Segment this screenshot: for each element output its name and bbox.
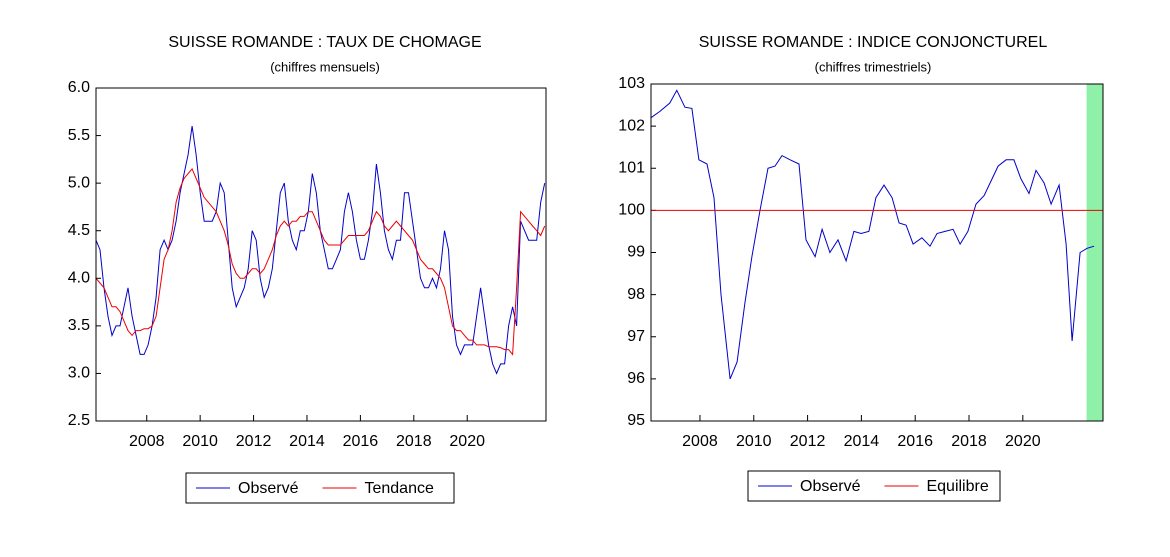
x-tick-label: 2012 (236, 433, 272, 450)
y-tick-label: 101 (618, 159, 645, 176)
x-tick-label: 2018 (396, 433, 432, 450)
y-tick-label: 97 (627, 328, 645, 345)
chart-subtitle: (chiffres mensuels) (270, 59, 380, 74)
y-tick-label: 99 (627, 244, 645, 261)
y-tick-label: 3.0 (68, 365, 90, 382)
x-tick-label: 2014 (844, 433, 880, 450)
y-tick-label: 2.5 (68, 412, 90, 429)
x-tick-label: 2020 (449, 433, 485, 450)
data-line (95, 126, 546, 375)
x-tick-label: 2012 (790, 433, 826, 450)
data-line (650, 89, 1095, 380)
chart-title: SUISSE ROMANDE : INDICE CONJONCTUREL (699, 34, 1048, 51)
plot-frame (95, 87, 547, 422)
x-tick-label: 2016 (897, 433, 933, 450)
y-tick-label: 5.0 (68, 174, 90, 191)
x-tick-label: 2014 (289, 433, 325, 450)
data-line (95, 167, 546, 356)
y-tick-label: 6.0 (68, 79, 90, 96)
legend-box (747, 470, 1001, 502)
y-tick-label: 102 (618, 117, 645, 134)
x-tick-label: 2010 (736, 433, 772, 450)
y-tick-label: 98 (627, 286, 645, 303)
legend-label: Observé (800, 478, 861, 495)
legend-label: Equilibre (926, 478, 988, 495)
y-tick-label: 96 (627, 370, 645, 387)
y-tick-label: 5.5 (68, 127, 90, 144)
chart-subtitle: (chiffres trimestriels) (815, 59, 932, 74)
y-tick-label: 4.5 (68, 222, 90, 239)
chart-title: SUISSE ROMANDE : TAUX DE CHOMAGE (168, 34, 481, 51)
y-tick-label: 3.5 (68, 317, 90, 334)
x-tick-label: 2008 (682, 433, 718, 450)
y-tick-label: 95 (627, 412, 645, 429)
shaded-period (1086, 84, 1103, 421)
x-tick-label: 2020 (1005, 433, 1041, 450)
x-tick-label: 2010 (182, 433, 218, 450)
legend-box (185, 472, 455, 504)
legend-label: Observé (238, 480, 299, 497)
y-tick-label: 4.0 (68, 270, 90, 287)
y-tick-label: 103 (618, 75, 645, 92)
plot-frame (650, 83, 1104, 422)
x-tick-label: 2016 (343, 433, 379, 450)
x-tick-label: 2018 (951, 433, 987, 450)
y-tick-label: 100 (618, 202, 645, 219)
legend-label: Tendance (364, 480, 433, 497)
x-tick-label: 2008 (129, 433, 165, 450)
